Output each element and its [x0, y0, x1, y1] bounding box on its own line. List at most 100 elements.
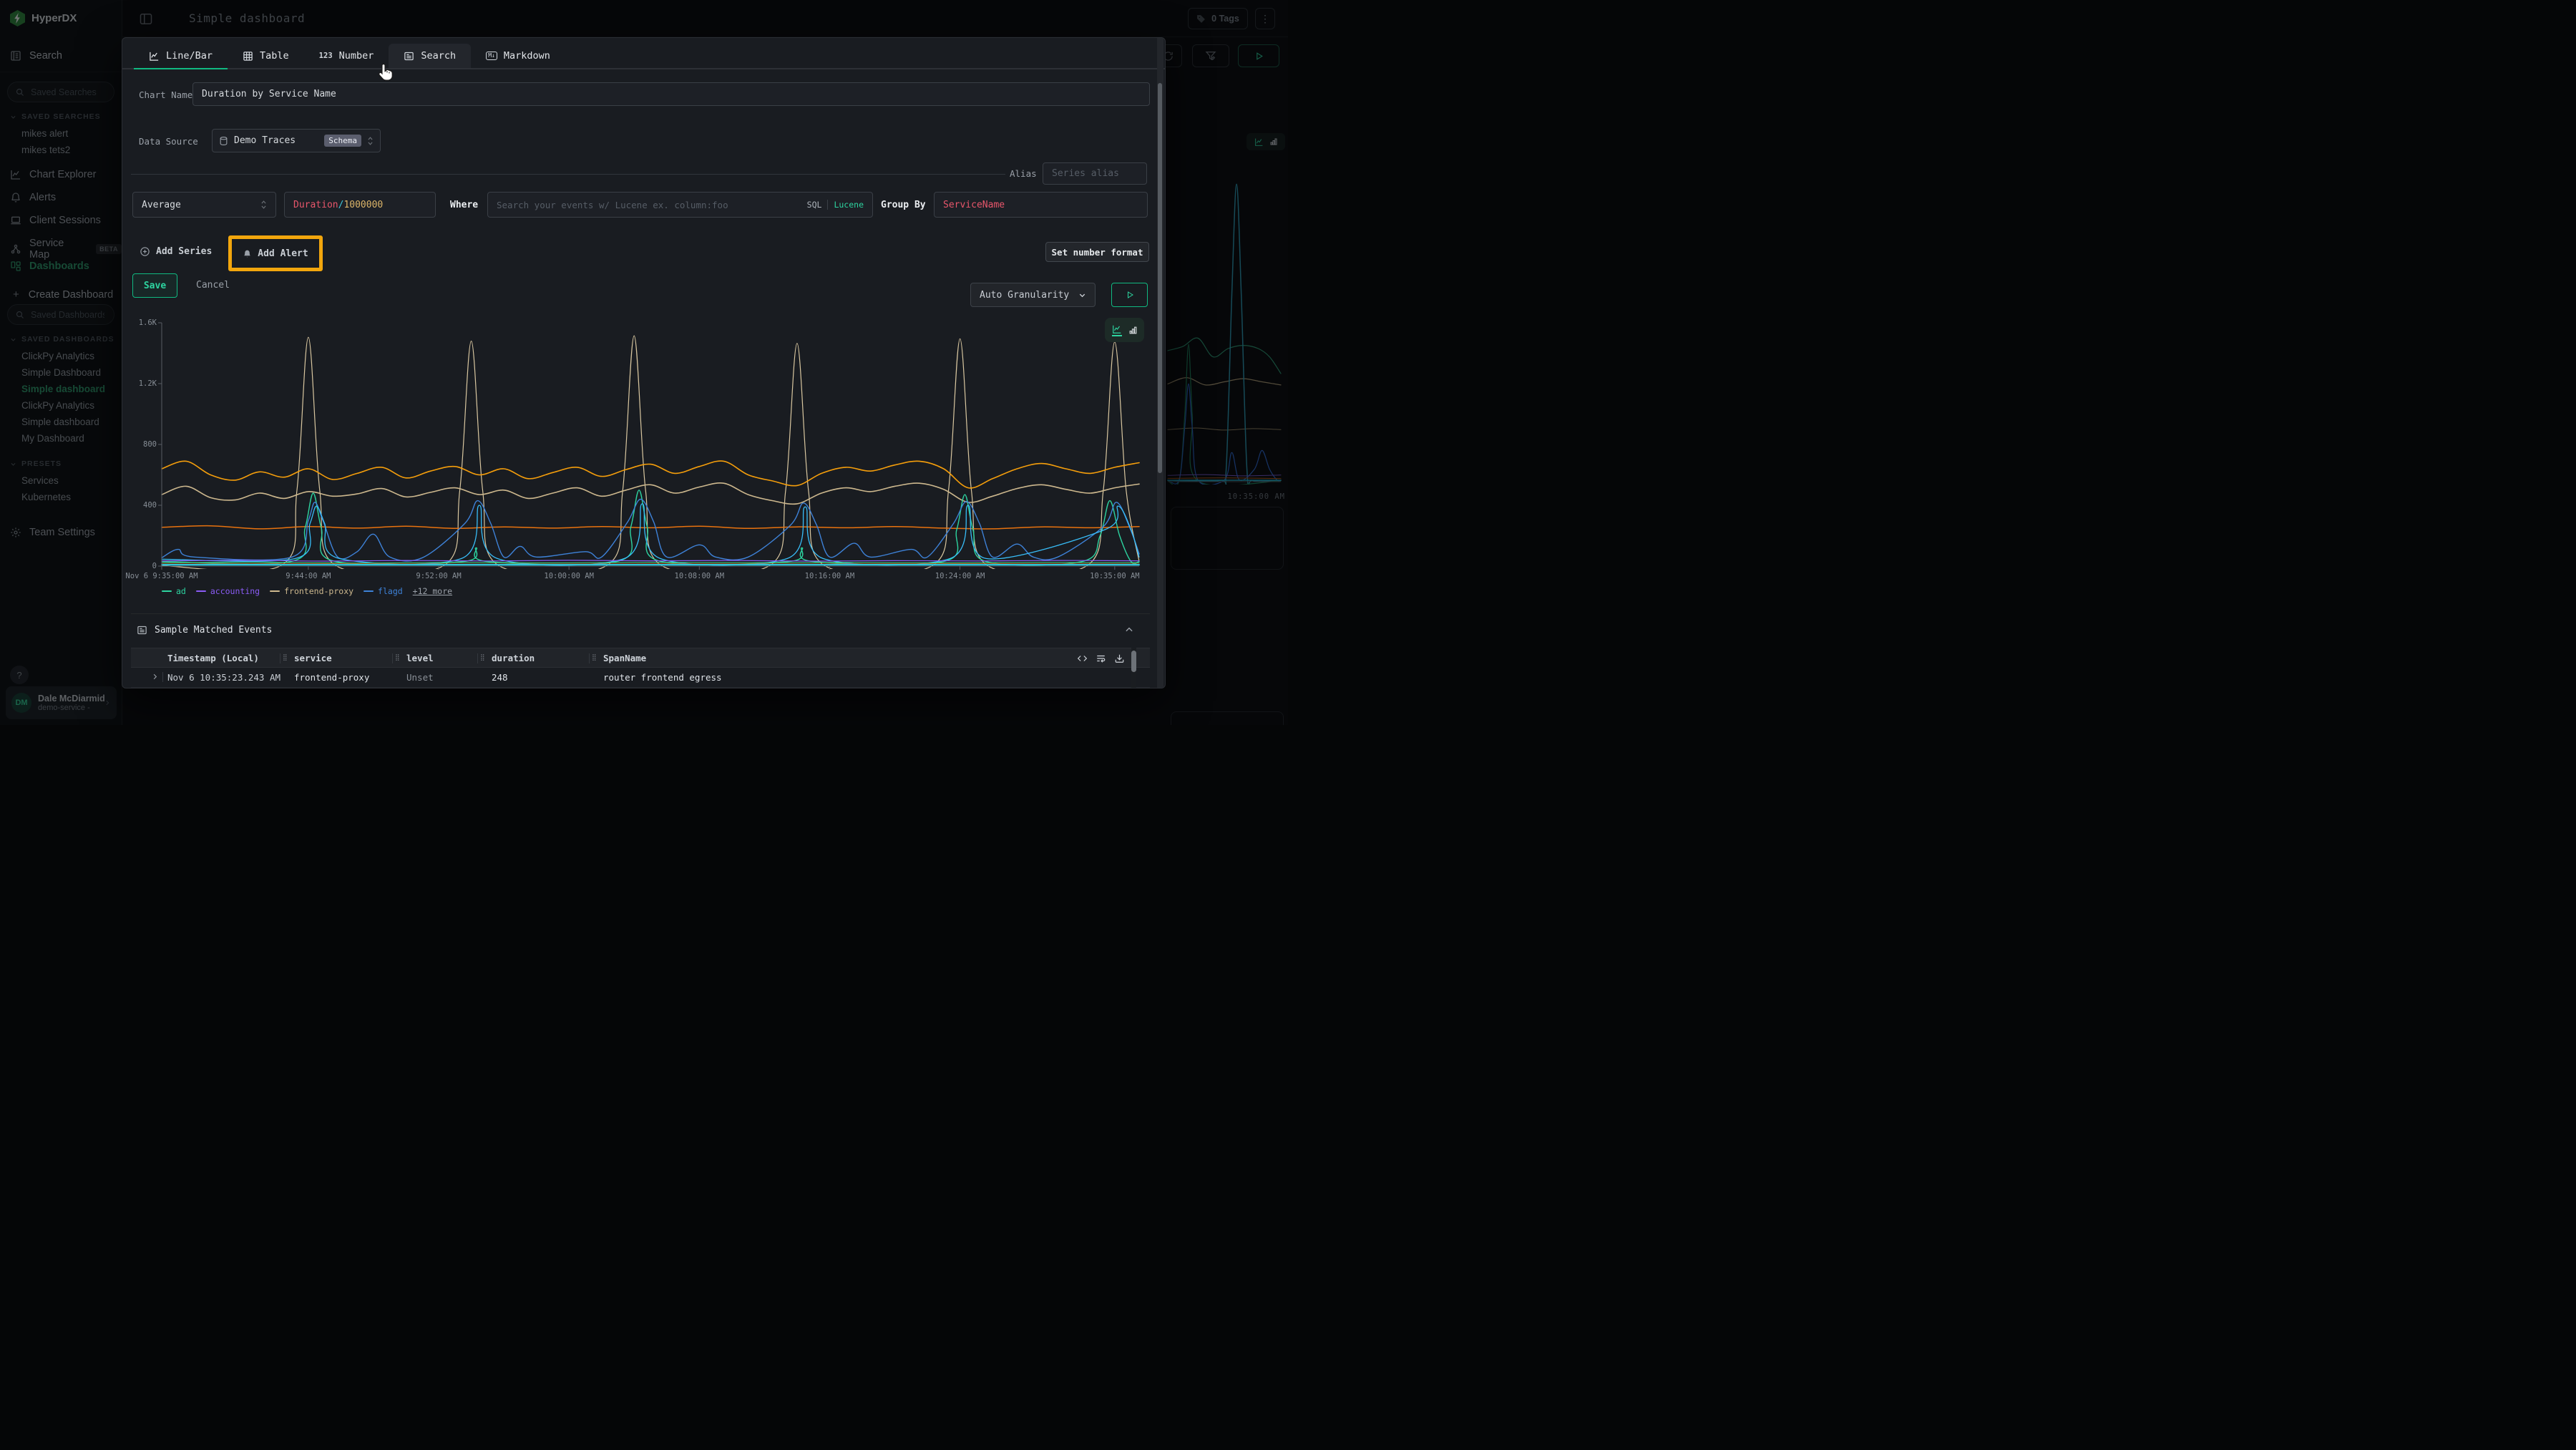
tab-number[interactable]: 123 Number	[304, 44, 389, 68]
legend-swatch	[270, 590, 280, 592]
updown-chevron-icon	[367, 136, 374, 146]
schema-badge: Schema	[324, 135, 361, 147]
tab-search[interactable]: Search	[389, 44, 471, 68]
where-input[interactable]	[488, 200, 807, 210]
drag-handle-icon[interactable]: ⣿	[480, 654, 484, 661]
where-field[interactable]: SQL Lucene	[487, 192, 873, 218]
column-separator	[589, 653, 590, 663]
play-icon	[1126, 291, 1134, 299]
save-button[interactable]: Save	[132, 273, 177, 298]
y-tick-label: 1.2K	[125, 379, 157, 388]
edit-chart-modal: Line/Bar Table 123 Number Search M↓ Mark…	[122, 37, 1166, 688]
cancel-button[interactable]: Cancel	[196, 280, 230, 291]
series-divider	[131, 174, 1005, 175]
y-tick-label: 1.6K	[125, 318, 157, 327]
cell-spanname: router frontend egress	[603, 672, 722, 683]
database-icon	[219, 136, 228, 146]
run-chart-button[interactable]	[1111, 283, 1148, 307]
modal-scrollbar-track[interactable]	[1157, 38, 1163, 688]
formula-operator: /	[338, 200, 344, 210]
code-icon[interactable]	[1077, 653, 1088, 663]
legend-swatch	[196, 590, 206, 592]
table-row[interactable]: Nov 6 10:35:23.243 AM frontend-proxy Uns…	[131, 687, 1150, 688]
sample-events-table: Timestamp (Local) ⣿ service ⣿ level ⣿ du…	[131, 648, 1150, 688]
chart-legend: ad accounting frontend-proxy flagd +12 m…	[162, 586, 452, 596]
y-tick-label: 0	[125, 562, 157, 570]
tab-table[interactable]: Table	[228, 44, 304, 68]
y-tick-label: 400	[125, 501, 157, 510]
legend-item[interactable]: flagd	[364, 586, 403, 596]
lucene-toggle[interactable]: Lucene	[834, 200, 864, 210]
set-number-format-button[interactable]: Set number format	[1045, 242, 1149, 262]
chevron-down-icon	[1078, 291, 1086, 299]
legend-swatch	[162, 590, 172, 592]
legend-swatch	[364, 590, 374, 592]
add-alert-button[interactable]: Add Alert	[243, 248, 308, 259]
granularity-select[interactable]: Auto Granularity	[970, 283, 1096, 307]
chart-display-toggle[interactable]	[1105, 318, 1144, 342]
x-tick-label: 10:16:00 AM	[805, 572, 855, 580]
sample-events-header: Sample Matched Events	[137, 625, 272, 636]
alias-input[interactable]	[1043, 168, 1146, 179]
expand-chevron-icon[interactable]	[151, 673, 159, 681]
x-tick-label: Nov 6 9:35:00 AM	[125, 572, 197, 580]
formula-field[interactable]: Duration/1000000	[284, 192, 436, 218]
section-divider	[131, 613, 1150, 614]
wrap-text-icon[interactable]	[1096, 653, 1106, 663]
group-by-label: Group By	[881, 200, 926, 210]
drag-handle-icon[interactable]: ⣿	[283, 654, 287, 661]
legend-item[interactable]: ad	[162, 586, 186, 596]
data-source-label: Data Source	[139, 136, 198, 147]
data-source-value: Demo Traces	[234, 135, 318, 146]
where-label: Where	[450, 200, 478, 210]
legend-more-link[interactable]: +12 more	[413, 586, 452, 596]
collapse-chevron-up-icon[interactable]	[1124, 625, 1134, 635]
y-tick-label: 800	[125, 440, 157, 449]
drag-handle-icon[interactable]: ⣿	[592, 654, 596, 661]
bar-chart-icon	[1128, 326, 1138, 335]
tab-markdown[interactable]: M↓ Markdown	[471, 44, 565, 68]
tab-line-bar[interactable]: Line/Bar	[134, 44, 228, 68]
download-icon[interactable]	[1114, 653, 1125, 663]
chart-name-field[interactable]	[192, 82, 1150, 106]
bell-icon	[243, 249, 252, 258]
x-tick-label: 10:08:00 AM	[675, 572, 725, 580]
formula-column: Duration	[293, 200, 338, 210]
col-duration[interactable]: duration	[492, 653, 535, 663]
formula-number: 1000000	[343, 200, 383, 210]
modal-scrollbar-thumb[interactable]	[1158, 83, 1162, 473]
group-by-value: ServiceName	[943, 200, 1005, 210]
column-separator	[477, 653, 478, 663]
alias-field[interactable]	[1043, 162, 1147, 185]
col-timestamp[interactable]: Timestamp (Local)	[167, 653, 259, 663]
drag-handle-icon[interactable]: ⣿	[395, 654, 399, 661]
duration-line-chart[interactable]	[122, 317, 1153, 578]
col-service[interactable]: service	[294, 653, 332, 663]
alias-label: Alias	[1010, 168, 1037, 179]
chart-name-input[interactable]	[193, 89, 1149, 99]
aggregation-select[interactable]: Average	[132, 192, 276, 218]
column-separator	[392, 653, 393, 663]
add-series-button[interactable]: Add Series	[140, 240, 212, 262]
legend-item[interactable]: accounting	[196, 586, 260, 596]
toggle-separator	[827, 200, 828, 210]
markdown-icon: M↓	[486, 52, 497, 60]
updown-chevron-icon	[260, 200, 267, 210]
legend-item[interactable]: frontend-proxy	[270, 586, 353, 596]
table-scrollbar-track[interactable]	[1131, 648, 1136, 688]
cell-duration: 248	[492, 672, 508, 683]
sample-events-title: Sample Matched Events	[155, 625, 272, 636]
cell-timestamp: Nov 6 10:35:23.243 AM	[167, 672, 280, 683]
group-by-field[interactable]: ServiceName	[934, 192, 1148, 218]
col-spanname[interactable]: SpanName	[603, 653, 646, 663]
data-source-select[interactable]: Demo Traces Schema	[212, 129, 381, 152]
x-tick-label: 10:24:00 AM	[935, 572, 985, 580]
list-icon	[137, 625, 147, 636]
table-row[interactable]: Nov 6 10:35:23.243 AM frontend-proxy Uns…	[131, 668, 1150, 687]
x-tick-label: 9:44:00 AM	[286, 572, 331, 580]
table-scrollbar-thumb[interactable]	[1131, 651, 1136, 672]
sql-toggle[interactable]: SQL	[807, 200, 822, 210]
plus-circle-icon	[140, 246, 150, 257]
col-level[interactable]: level	[406, 653, 434, 663]
line-chart-icon	[149, 51, 160, 62]
